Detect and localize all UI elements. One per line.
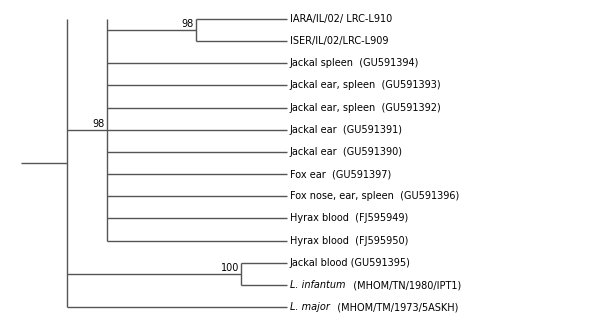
Text: Fox ear  (GU591397): Fox ear (GU591397): [290, 169, 391, 179]
Text: Hyrax blood  (FJ595949): Hyrax blood (FJ595949): [290, 214, 408, 223]
Text: 98: 98: [182, 19, 194, 29]
Text: Jackal ear, spleen  (GU591393): Jackal ear, spleen (GU591393): [290, 80, 442, 90]
Text: L. infantum: L. infantum: [290, 280, 345, 290]
Text: (MHOM/TM/1973/5ASKH): (MHOM/TM/1973/5ASKH): [331, 302, 458, 312]
Text: Jackal ear  (GU591391): Jackal ear (GU591391): [290, 125, 403, 135]
Text: 100: 100: [221, 263, 239, 273]
Text: L. major: L. major: [290, 302, 329, 312]
Text: Jackal spleen  (GU591394): Jackal spleen (GU591394): [290, 58, 419, 68]
Text: Fox nose, ear, spleen  (GU591396): Fox nose, ear, spleen (GU591396): [290, 191, 459, 201]
Text: Hyrax blood  (FJ595950): Hyrax blood (FJ595950): [290, 236, 408, 246]
Text: 98: 98: [92, 119, 104, 129]
Text: IARA/IL/02/ LRC-L910: IARA/IL/02/ LRC-L910: [290, 14, 392, 24]
Text: Jackal ear  (GU591390): Jackal ear (GU591390): [290, 147, 403, 157]
Text: ISER/IL/02/LRC-L909: ISER/IL/02/LRC-L909: [290, 36, 388, 46]
Text: (MHOM/TN/1980/IPT1): (MHOM/TN/1980/IPT1): [347, 280, 461, 290]
Text: Jackal blood (GU591395): Jackal blood (GU591395): [290, 258, 410, 268]
Text: Jackal ear, spleen  (GU591392): Jackal ear, spleen (GU591392): [290, 103, 442, 112]
